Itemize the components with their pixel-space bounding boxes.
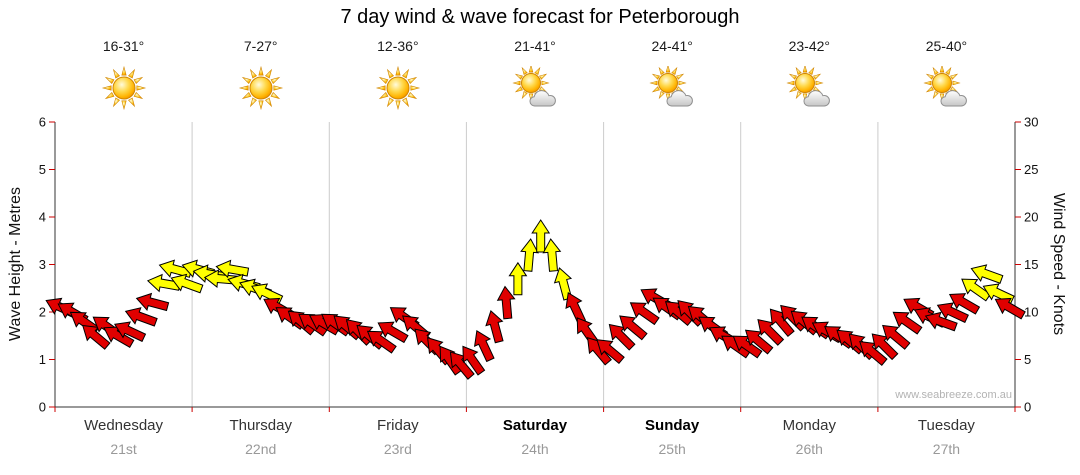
wind-arrow xyxy=(629,302,660,326)
wind-arrow xyxy=(542,238,562,272)
day-temp: 7-27° xyxy=(243,38,278,54)
wind-arrow xyxy=(769,308,795,338)
right-tick-label: 0 xyxy=(1024,400,1031,415)
wind-arrow xyxy=(565,291,587,325)
partly-cloudy-icon xyxy=(511,64,559,110)
wind-arrow xyxy=(485,309,504,344)
wind-arrow xyxy=(892,311,923,335)
right-tick-label: 20 xyxy=(1024,210,1038,225)
wind-arrow xyxy=(203,269,238,288)
wind-arrow xyxy=(859,341,888,366)
left-tick-label: 1 xyxy=(39,352,46,367)
right-tick-label: 25 xyxy=(1024,162,1038,177)
left-tick-label: 2 xyxy=(39,305,46,320)
day-temp: 12-36° xyxy=(377,38,419,54)
day-temp: 24-41° xyxy=(651,38,693,54)
partly-cloudy-icon xyxy=(785,64,833,110)
partly-cloudy-icon xyxy=(648,64,696,110)
wind-arrow xyxy=(608,323,636,351)
wind-arrow xyxy=(113,321,147,343)
right-tick-label: 10 xyxy=(1024,305,1038,320)
wind-arrow xyxy=(936,302,969,324)
day-name: Thursday xyxy=(229,417,292,434)
right-tick-label: 30 xyxy=(1024,115,1038,130)
sunny-icon xyxy=(237,65,285,111)
day-date: 22nd xyxy=(245,441,277,457)
day-temp: 25-40° xyxy=(925,38,968,54)
day-name: Sunday xyxy=(645,417,700,434)
right-axis-title: Wind Speed - Knots xyxy=(1050,192,1067,336)
day-temp: 21-41° xyxy=(514,38,556,54)
wind-arrow xyxy=(732,335,763,359)
partly-cloudy-icon xyxy=(922,64,970,110)
wind-arrow xyxy=(462,345,486,376)
wind-arrow xyxy=(994,297,1026,320)
page-title: 7 day wind & wave forecast for Peterboro… xyxy=(340,6,740,28)
wind-arrow xyxy=(871,333,899,361)
wind-arrow xyxy=(474,329,495,363)
right-tick-label: 5 xyxy=(1024,352,1031,367)
day-temp: 23-42° xyxy=(788,38,830,54)
wind-arrow xyxy=(924,311,958,332)
left-tick-label: 0 xyxy=(39,400,46,415)
day-name: Tuesday xyxy=(917,417,975,434)
day-date: 24th xyxy=(521,441,549,457)
wind-arrow xyxy=(757,319,785,346)
wind-arrow xyxy=(215,259,250,279)
left-axis-title: Wave Height - Metres xyxy=(7,186,24,342)
day-date: 26th xyxy=(795,441,823,457)
wind-arrow xyxy=(449,351,475,380)
wind-arrow xyxy=(882,324,911,350)
left-tick-label: 4 xyxy=(39,210,46,225)
wind-arrow xyxy=(508,261,528,296)
left-tick-label: 6 xyxy=(39,115,46,130)
wind-arrow xyxy=(744,329,774,355)
wind-arrow xyxy=(377,321,409,344)
day-temp: 16-31° xyxy=(102,38,145,54)
day-name: Saturday xyxy=(502,417,568,434)
wind-arrow xyxy=(948,293,981,315)
day-name: Wednesday xyxy=(84,417,164,434)
wind-arrow xyxy=(619,315,648,341)
watermark: www.seabreeze.com.au xyxy=(895,389,1012,401)
day-date: 25th xyxy=(658,441,686,457)
sunny-icon xyxy=(100,65,148,111)
wind-arrow xyxy=(82,324,111,350)
wind-arrow xyxy=(520,238,539,272)
wind-arrow xyxy=(596,339,625,365)
day-date: 23rd xyxy=(383,441,412,457)
wind-arrow xyxy=(135,292,170,312)
day-date: 21st xyxy=(110,441,137,457)
day-name: Friday xyxy=(377,417,419,434)
day-date: 27th xyxy=(932,441,961,457)
wind-arrow xyxy=(496,285,516,320)
wind-arrow xyxy=(587,337,612,366)
wind-arrow xyxy=(124,307,158,327)
sunny-icon xyxy=(374,65,422,111)
day-name: Monday xyxy=(782,417,836,434)
wind-arrow xyxy=(366,330,397,354)
wind-arrow xyxy=(103,326,135,348)
wind-arrow xyxy=(970,264,1004,284)
wind-arrow xyxy=(531,219,551,253)
right-tick-label: 15 xyxy=(1024,257,1038,272)
wind-arrow xyxy=(170,273,204,294)
left-tick-label: 3 xyxy=(39,257,46,272)
left-tick-label: 5 xyxy=(39,162,46,177)
